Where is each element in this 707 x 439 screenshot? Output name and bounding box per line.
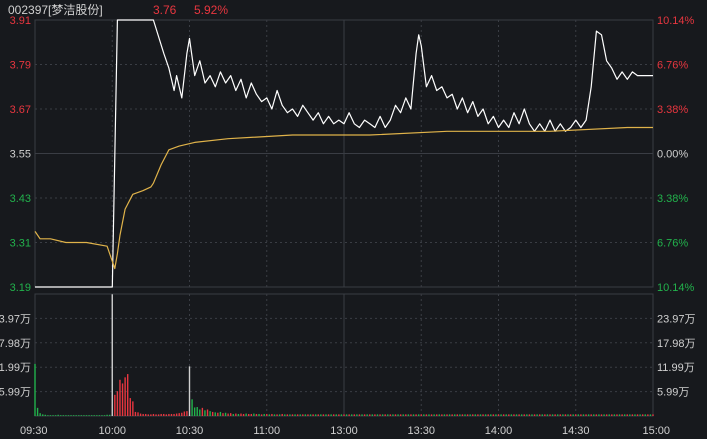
volume-tick-label-left: 23.97万 [0, 313, 31, 325]
volume-tick-label-left: 5.99万 [0, 387, 31, 399]
y-tick-label-left: 3.91 [10, 15, 31, 27]
y-tick-label-right: 0.00% [657, 149, 688, 161]
change-percent: 5.92% [194, 3, 229, 17]
y-tick-label-left: 3.31 [10, 238, 31, 250]
y-tick-label-right: 3.38% [657, 104, 688, 116]
stock-name: 002397[梦洁股份] [8, 3, 103, 17]
x-tick-label: 13:30 [407, 425, 435, 437]
axis-layer: 3.91 3.79 3.67 3.55 3.43 3.31 3.19 10.14% 6.76% 3… [0, 15, 696, 437]
volume-layer [34, 294, 654, 416]
volume-tick-label-left: 11.99万 [0, 362, 31, 374]
x-tick-label: 10:00 [98, 425, 126, 437]
y-tick-label-left: 3.19 [10, 282, 31, 294]
x-tick-label: 14:00 [485, 425, 513, 437]
volume-tick-label-right: 23.97万 [657, 313, 696, 325]
y-tick-label-right: 10.14% [657, 282, 695, 294]
y-tick-label-right: 3.38% [657, 193, 688, 205]
x-tick-label: 15:00 [642, 425, 670, 437]
y-tick-label-right: 10.14% [657, 15, 695, 27]
y-tick-label-left: 3.43 [10, 193, 31, 205]
y-tick-label-left: 3.67 [10, 104, 31, 116]
average-line [34, 126, 653, 270]
y-tick-label-left: 3.79 [10, 60, 31, 72]
y-tick-label-right: 6.76% [657, 238, 688, 250]
x-tick-label: 11:00 [253, 425, 280, 437]
x-tick-label: 10:30 [176, 425, 204, 437]
volume-tick-label-right: 17.98万 [657, 338, 696, 350]
x-tick-label: 13:00 [330, 425, 358, 437]
volume-tick-label-right: 5.99万 [657, 387, 689, 399]
volume-tick-label-right: 11.99万 [657, 362, 695, 374]
y-tick-label-left: 3.55 [10, 149, 31, 161]
current-price: 3.76 [153, 3, 177, 17]
grid-layer [34, 19, 654, 417]
line-layer [34, 19, 653, 288]
y-tick-label-right: 6.76% [657, 60, 688, 72]
price-line [35, 19, 653, 288]
x-tick-label: 14:30 [562, 425, 590, 437]
x-tick-label: 09:30 [20, 425, 48, 437]
volume-tick-label-left: 17.98万 [0, 338, 31, 350]
